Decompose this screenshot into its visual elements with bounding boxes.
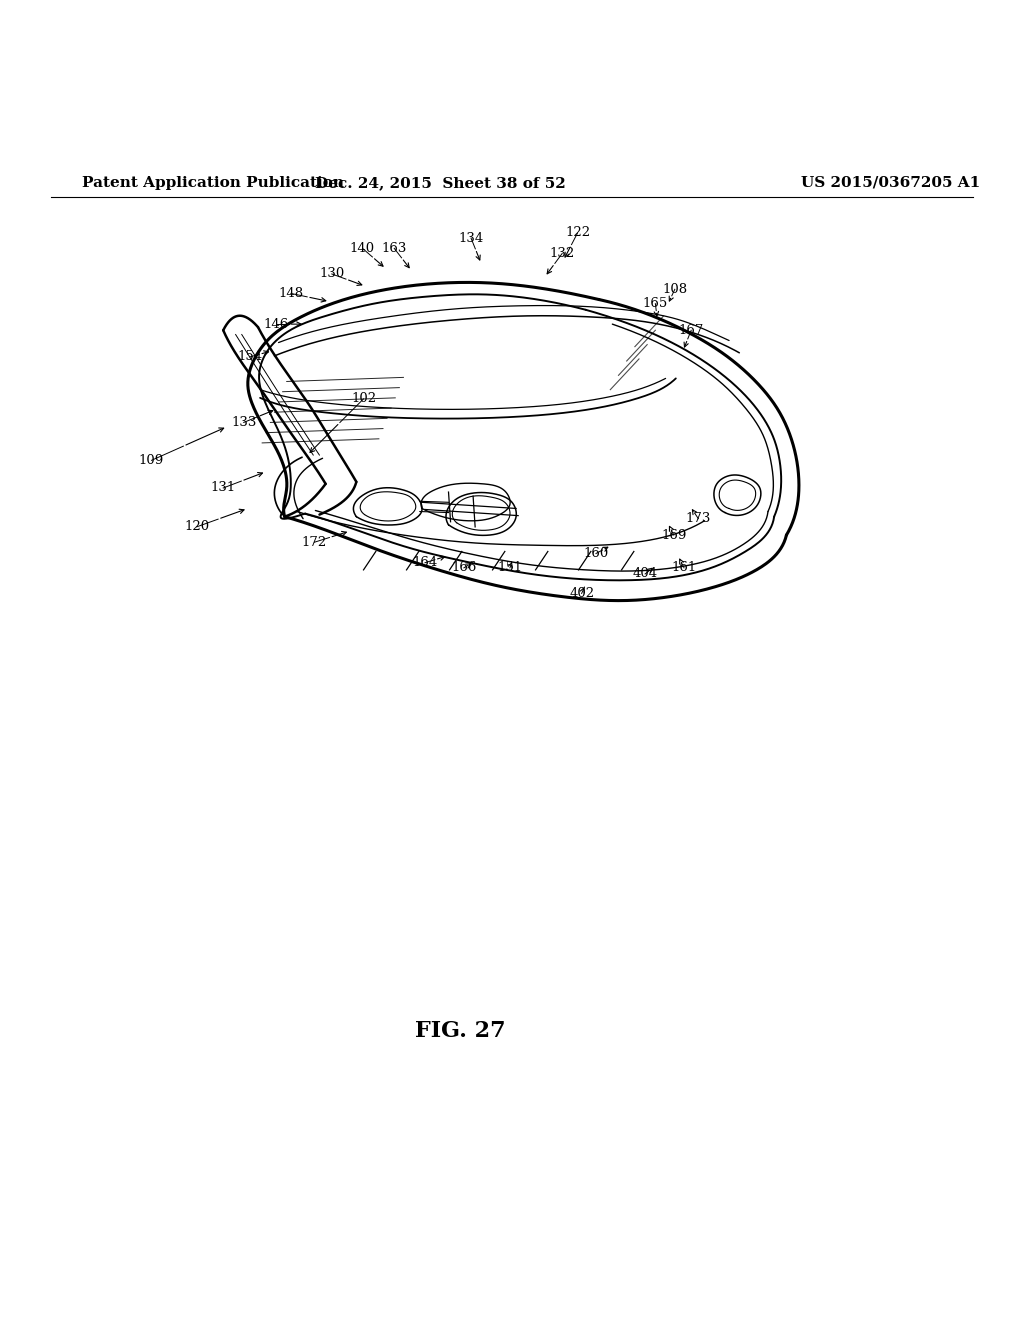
Text: 404: 404 [633,568,657,581]
Text: 109: 109 [139,454,164,467]
Text: 160: 160 [584,546,608,560]
Text: 402: 402 [569,587,594,599]
Text: 164: 164 [413,556,437,569]
Text: 151: 151 [498,561,522,574]
Text: 169: 169 [662,528,686,541]
Text: 148: 148 [279,286,303,300]
Text: 167: 167 [679,323,703,337]
Text: 102: 102 [351,392,376,405]
Text: 173: 173 [686,512,711,525]
Text: 140: 140 [350,242,375,255]
Text: 172: 172 [302,536,327,549]
Text: 146: 146 [264,318,289,330]
Text: US 2015/0367205 A1: US 2015/0367205 A1 [801,176,981,190]
Text: Dec. 24, 2015  Sheet 38 of 52: Dec. 24, 2015 Sheet 38 of 52 [315,176,565,190]
Text: 132: 132 [550,247,574,260]
Text: 120: 120 [184,520,209,533]
Text: FIG. 27: FIG. 27 [416,1019,506,1041]
Text: 163: 163 [382,242,407,255]
Text: 134: 134 [459,231,483,244]
Text: 131: 131 [211,482,236,495]
Text: 166: 166 [452,561,476,574]
Text: 154: 154 [238,350,262,363]
Text: Patent Application Publication: Patent Application Publication [82,176,344,190]
Text: 133: 133 [231,416,256,429]
Text: 130: 130 [319,268,344,280]
Text: 161: 161 [672,561,696,574]
Text: 122: 122 [565,227,590,239]
Text: 165: 165 [643,297,668,310]
Text: 108: 108 [663,282,687,296]
